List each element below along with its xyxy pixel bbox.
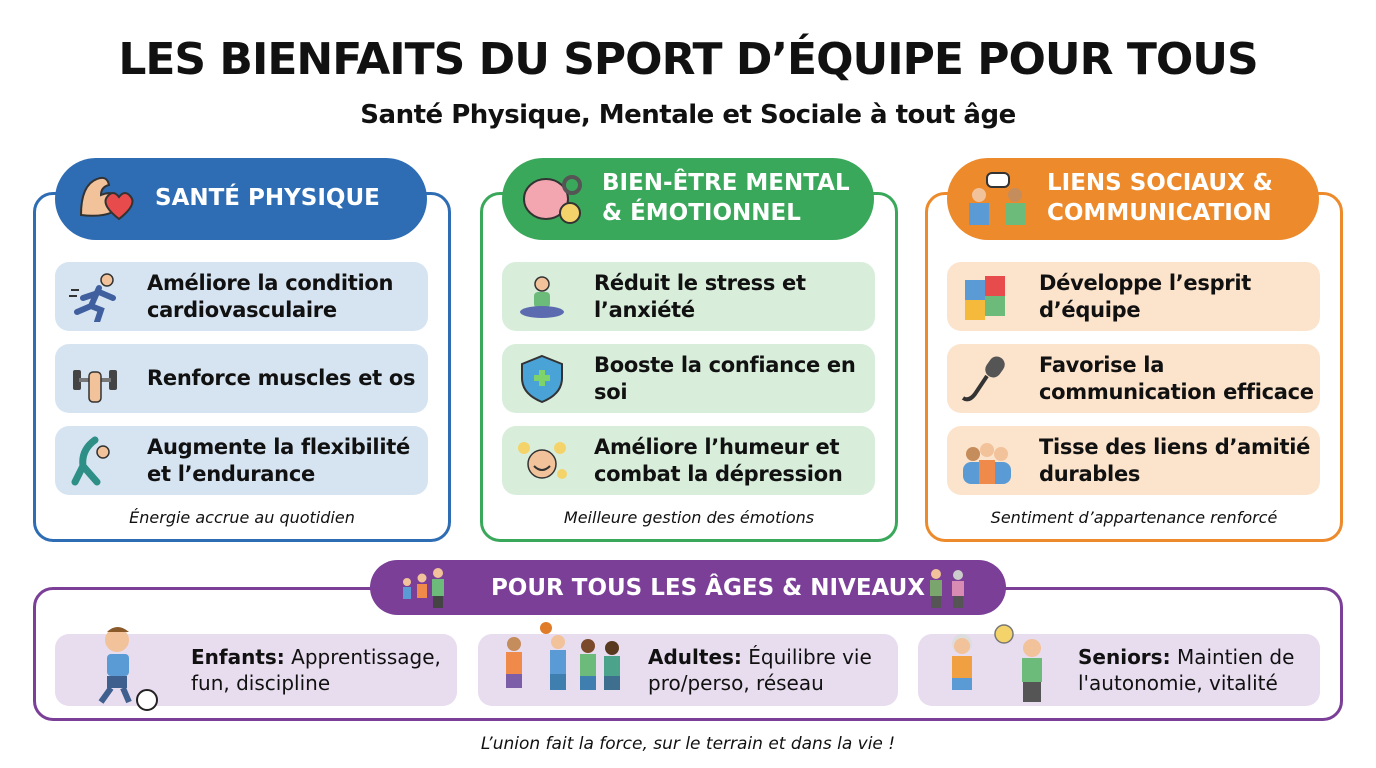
- item-text: Tisse des liens d’amitié durables: [1039, 435, 1311, 486]
- basketball-players-icon: [506, 622, 620, 690]
- page-title: LES BIENFAITS DU SPORT D’ÉQUIPE POUR TOU…: [118, 34, 1258, 85]
- dumbbell-icon: [73, 370, 117, 403]
- item-text: Améliore la condition cardiovasculaire: [147, 271, 394, 322]
- item-text: Favorise la communication efficace: [1039, 353, 1314, 404]
- list-item: Développe l’esprit d’équipe: [947, 262, 1320, 331]
- children-label: Enfants:: [191, 645, 285, 669]
- panel-title: LIENS SOCIAUX & COMMUNICATION: [1047, 170, 1273, 226]
- happy-face-icon: [518, 442, 567, 479]
- panel-caption: Énergie accrue au quotidien: [129, 508, 355, 527]
- footer-slogan: L’union fait la force, sur le terrain et…: [480, 734, 896, 754]
- ages-item-adults: Adultes: Équilibre vie pro/perso, réseau: [478, 622, 898, 706]
- panel-title: SANTÉ PHYSIQUE: [155, 185, 380, 212]
- panel-caption: Sentiment d’appartenance renforcé: [990, 508, 1278, 527]
- list-item: Réduit le stress et l’anxiété: [502, 262, 875, 331]
- panel-caption: Meilleure gestion des émotions: [563, 508, 815, 527]
- item-text: Développe l’esprit d’équipe: [1039, 271, 1251, 322]
- seniors-label: Seniors:: [1078, 645, 1171, 669]
- family-icon: [403, 568, 444, 608]
- seniors-icon: [930, 569, 964, 608]
- ages-item-children: Enfants: Apprentissage, fun, discipline: [55, 627, 457, 711]
- item-text: Renforce muscles et os: [147, 366, 416, 391]
- item-text: Booste la confiance en soi: [594, 353, 856, 404]
- panel-title: BIEN-ÊTRE MENTAL & ÉMOTIONNEL: [602, 170, 850, 226]
- adults-text: Équilibre vie pro/perso, réseau: [648, 645, 872, 695]
- item-text: Réduit le stress et l’anxiété: [594, 271, 806, 322]
- muscle-heart-icon: [79, 176, 134, 221]
- seniors-volleyball-icon: [952, 624, 1042, 702]
- ages-header: POUR TOUS LES ÂGES & NIVEAUX: [370, 560, 1006, 615]
- microphone-icon: [961, 356, 1005, 402]
- ages-item-seniors: Seniors: Maintien de l'autonomie, vitali…: [918, 624, 1320, 706]
- list-item: Tisse des liens d’amitié durables: [947, 426, 1320, 495]
- item-text: Augmente la flexibilité et l’endurance: [147, 435, 410, 486]
- list-item: Améliore la condition cardiovasculaire: [55, 262, 428, 331]
- list-item: Booste la confiance en soi: [502, 344, 875, 413]
- panel-header-social: LIENS SOCIAUX & COMMUNICATION: [947, 158, 1319, 240]
- runner-icon: [69, 273, 116, 322]
- meditation-icon: [520, 276, 564, 318]
- list-item: Améliore l’humeur et combat la dépressio…: [502, 426, 875, 495]
- seniors-text: Maintien de l'autonomie, vitalité: [1078, 645, 1295, 695]
- list-item: Favorise la communication efficace: [947, 344, 1320, 413]
- panel-header-physical: SANTÉ PHYSIQUE: [55, 158, 427, 240]
- children-text: Apprentissage, fun, discipline: [191, 645, 441, 695]
- item-text: Améliore l’humeur et combat la dépressio…: [594, 435, 843, 486]
- puzzle-icon: [965, 276, 1005, 320]
- chat-people-icon: [969, 172, 1025, 225]
- page-subtitle: Santé Physique, Mentale et Sociale à tou…: [360, 100, 1016, 130]
- list-item: Renforce muscles et os: [55, 344, 428, 413]
- panel-header-mental: BIEN-ÊTRE MENTAL & ÉMOTIONNEL: [502, 158, 874, 240]
- group-hug-icon: [963, 443, 1011, 484]
- child-soccer-icon: [98, 627, 158, 711]
- brain-gear-icon: [523, 175, 582, 224]
- list-item: Augmente la flexibilité et l’endurance: [55, 426, 428, 495]
- shield-plus-icon: [521, 354, 563, 404]
- ages-title: POUR TOUS LES ÂGES & NIVEAUX: [490, 574, 926, 601]
- stretching-icon: [71, 436, 110, 486]
- adults-label: Adultes:: [648, 645, 742, 669]
